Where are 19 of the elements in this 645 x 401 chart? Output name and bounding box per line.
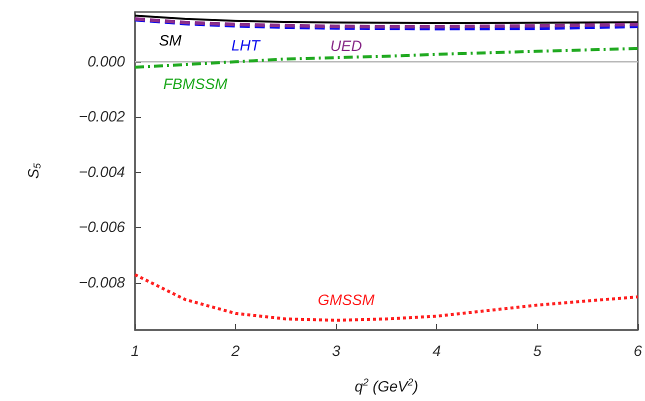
x-tick-label: 3 <box>332 343 341 360</box>
x-tick-label: 5 <box>533 343 542 360</box>
series-label: LHT <box>231 37 262 54</box>
x-tick-label: 6 <box>634 343 643 360</box>
series-label: FBMSSM <box>163 76 228 94</box>
series-label: GMSSM <box>318 292 375 309</box>
line-series <box>134 14 639 24</box>
y-axis-title: S5 <box>26 162 44 179</box>
x-tick-label: 4 <box>432 343 441 360</box>
y-tick-label: −0.004 <box>78 164 125 181</box>
y-tick-label: −0.008 <box>78 274 126 292</box>
series-label: SM <box>159 32 182 50</box>
series-label: UED <box>330 38 362 55</box>
y-tick-label: −0.002 <box>78 108 126 126</box>
x-tick-label: 2 <box>230 343 240 360</box>
y-tick-label: −0.006 <box>78 219 126 236</box>
line-series <box>134 273 640 322</box>
y-tick-label: 0.000 <box>87 53 126 70</box>
x-tick-label: 1 <box>130 343 140 360</box>
